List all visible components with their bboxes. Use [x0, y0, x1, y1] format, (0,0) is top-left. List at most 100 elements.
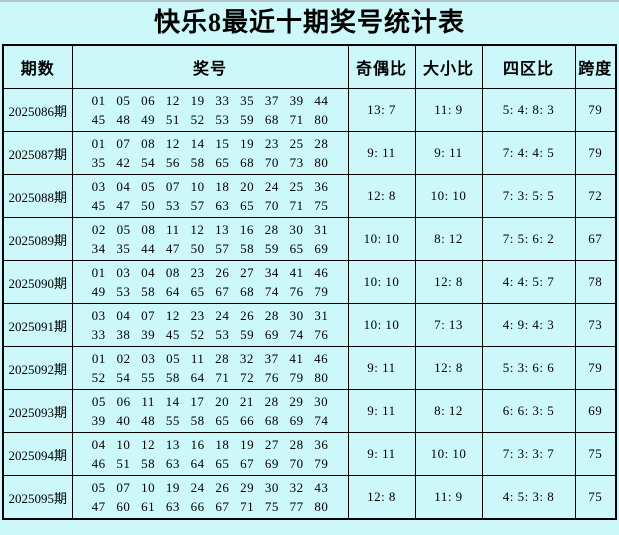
four-zone-cell: 5: 3: 6: 6 [481, 346, 576, 390]
table-row: 2025095期 05 07 10 19 24 26 29 30 32 43 4… [2, 475, 617, 520]
table-row: 2025088期 03 04 05 07 10 18 20 24 25 36 4… [2, 174, 617, 218]
odd-even-cell: 10: 10 [347, 303, 416, 347]
odd-even-cell: 10: 10 [347, 217, 416, 261]
numbers-cell: 04 10 12 13 16 18 19 27 28 36 46 51 58 6… [71, 432, 349, 476]
top-edge-strip [0, 0, 619, 2]
table-row: 2025094期 04 10 12 13 16 18 19 27 28 36 4… [2, 432, 617, 476]
period-cell: 2025088期 [2, 174, 73, 218]
col-header-big-small: 大小比 [414, 44, 483, 89]
span-cell: 72 [574, 174, 617, 218]
numbers-cell: 03 04 07 12 23 24 26 28 30 31 33 38 39 4… [71, 303, 349, 347]
numbers-line-1: 03 04 07 12 23 24 26 28 30 31 [91, 308, 329, 323]
numbers-line-1: 04 10 12 13 16 18 19 27 28 36 [91, 437, 329, 452]
span-cell: 78 [574, 260, 617, 304]
period-cell: 2025095期 [2, 475, 73, 520]
span-cell: 79 [574, 346, 617, 390]
period-cell: 2025092期 [2, 346, 73, 390]
span-cell: 79 [574, 88, 617, 132]
table-row: 2025087期 01 07 08 12 14 15 19 23 25 28 3… [2, 131, 617, 175]
numbers-line-1: 02 05 08 11 12 13 16 28 30 31 [91, 222, 329, 237]
numbers-line-1: 01 03 04 08 23 26 27 34 41 46 [91, 265, 329, 280]
odd-even-cell: 9: 11 [347, 432, 416, 476]
header-row: 期数 奖号 奇偶比 大小比 四区比 跨度 [2, 44, 617, 89]
span-cell: 75 [574, 432, 617, 476]
big-small-cell: 11: 9 [414, 88, 483, 132]
col-header-numbers: 奖号 [71, 44, 349, 89]
big-small-cell: 12: 8 [414, 346, 483, 390]
numbers-cell: 05 07 10 19 24 26 29 30 32 43 47 60 61 6… [71, 475, 349, 520]
numbers-line-2: 45 48 49 51 52 53 59 68 71 80 [91, 112, 329, 127]
lottery-stats-table: 期数 奖号 奇偶比 大小比 四区比 跨度 2025086期 01 05 06 1… [2, 44, 617, 520]
numbers-line-1: 05 07 10 19 24 26 29 30 32 43 [91, 480, 329, 495]
numbers-line-2: 39 40 48 55 58 65 66 68 69 74 [91, 413, 329, 428]
numbers-cell: 03 04 05 07 10 18 20 24 25 36 45 47 50 5… [71, 174, 349, 218]
four-zone-cell: 6: 6: 3: 5 [481, 389, 576, 433]
numbers-cell: 01 05 06 12 19 33 35 37 39 44 45 48 49 5… [71, 88, 349, 132]
table-row: 2025086期 01 05 06 12 19 33 35 37 39 44 4… [2, 88, 617, 132]
numbers-line-2: 46 51 58 63 64 65 67 69 70 79 [91, 456, 329, 471]
numbers-cell: 01 02 03 05 11 28 32 37 41 46 52 54 55 5… [71, 346, 349, 390]
numbers-line-2: 45 47 50 53 57 63 65 70 71 75 [91, 198, 329, 213]
period-cell: 2025087期 [2, 131, 73, 175]
four-zone-cell: 7: 3: 5: 5 [481, 174, 576, 218]
four-zone-cell: 4: 9: 4: 3 [481, 303, 576, 347]
odd-even-cell: 9: 11 [347, 389, 416, 433]
big-small-cell: 7: 13 [414, 303, 483, 347]
span-cell: 79 [574, 131, 617, 175]
numbers-line-2: 49 53 58 64 65 67 68 74 76 79 [91, 284, 329, 299]
col-header-four-zone: 四区比 [481, 44, 576, 89]
numbers-line-2: 34 35 44 47 50 57 58 59 65 69 [91, 241, 329, 256]
big-small-cell: 8: 12 [414, 389, 483, 433]
numbers-line-2: 47 60 61 63 66 67 71 75 77 80 [91, 499, 329, 514]
period-cell: 2025091期 [2, 303, 73, 347]
table-row: 2025091期 03 04 07 12 23 24 26 28 30 31 3… [2, 303, 617, 347]
col-header-odd-even: 奇偶比 [347, 44, 416, 89]
four-zone-cell: 7: 3: 3: 7 [481, 432, 576, 476]
span-cell: 67 [574, 217, 617, 261]
odd-even-cell: 12: 8 [347, 475, 416, 520]
numbers-line-2: 33 38 39 45 52 53 59 69 74 76 [91, 327, 329, 342]
table-row: 2025092期 01 02 03 05 11 28 32 37 41 46 5… [2, 346, 617, 390]
four-zone-cell: 5: 4: 8: 3 [481, 88, 576, 132]
numbers-cell: 01 07 08 12 14 15 19 23 25 28 35 42 54 5… [71, 131, 349, 175]
four-zone-cell: 7: 4: 4: 5 [481, 131, 576, 175]
odd-even-cell: 13: 7 [347, 88, 416, 132]
numbers-line-1: 01 05 06 12 19 33 35 37 39 44 [91, 93, 329, 108]
odd-even-cell: 12: 8 [347, 174, 416, 218]
period-cell: 2025094期 [2, 432, 73, 476]
numbers-cell: 05 06 11 14 17 20 21 28 29 30 39 40 48 5… [71, 389, 349, 433]
numbers-line-2: 35 42 54 56 58 65 68 70 73 80 [91, 155, 329, 170]
big-small-cell: 8: 12 [414, 217, 483, 261]
span-cell: 75 [574, 475, 617, 520]
page-title: 快乐8最近十期奖号统计表 [153, 8, 465, 37]
big-small-cell: 12: 8 [414, 260, 483, 304]
four-zone-cell: 4: 4: 5: 7 [481, 260, 576, 304]
span-cell: 73 [574, 303, 617, 347]
numbers-line-1: 03 04 05 07 10 18 20 24 25 36 [91, 179, 329, 194]
odd-even-cell: 9: 11 [347, 131, 416, 175]
span-cell: 69 [574, 389, 617, 433]
numbers-line-1: 01 07 08 12 14 15 19 23 25 28 [91, 136, 329, 151]
big-small-cell: 11: 9 [414, 475, 483, 520]
odd-even-cell: 9: 11 [347, 346, 416, 390]
col-header-period: 期数 [2, 44, 73, 89]
period-cell: 2025089期 [2, 217, 73, 261]
odd-even-cell: 10: 10 [347, 260, 416, 304]
big-small-cell: 10: 10 [414, 432, 483, 476]
big-small-cell: 10: 10 [414, 174, 483, 218]
numbers-cell: 02 05 08 11 12 13 16 28 30 31 34 35 44 4… [71, 217, 349, 261]
period-cell: 2025093期 [2, 389, 73, 433]
period-cell: 2025086期 [2, 88, 73, 132]
big-small-cell: 9: 11 [414, 131, 483, 175]
table-row: 2025089期 02 05 08 11 12 13 16 28 30 31 3… [2, 217, 617, 261]
period-cell: 2025090期 [2, 260, 73, 304]
table-row: 2025090期 01 03 04 08 23 26 27 34 41 46 4… [2, 260, 617, 304]
numbers-line-2: 52 54 55 58 64 71 72 76 79 80 [91, 370, 329, 385]
numbers-cell: 01 03 04 08 23 26 27 34 41 46 49 53 58 6… [71, 260, 349, 304]
col-header-span: 跨度 [574, 44, 617, 89]
table-row: 2025093期 05 06 11 14 17 20 21 28 29 30 3… [2, 389, 617, 433]
four-zone-cell: 4: 5: 3: 8 [481, 475, 576, 520]
numbers-line-1: 01 02 03 05 11 28 32 37 41 46 [91, 351, 329, 366]
numbers-line-1: 05 06 11 14 17 20 21 28 29 30 [91, 394, 329, 409]
four-zone-cell: 7: 5: 6: 2 [481, 217, 576, 261]
